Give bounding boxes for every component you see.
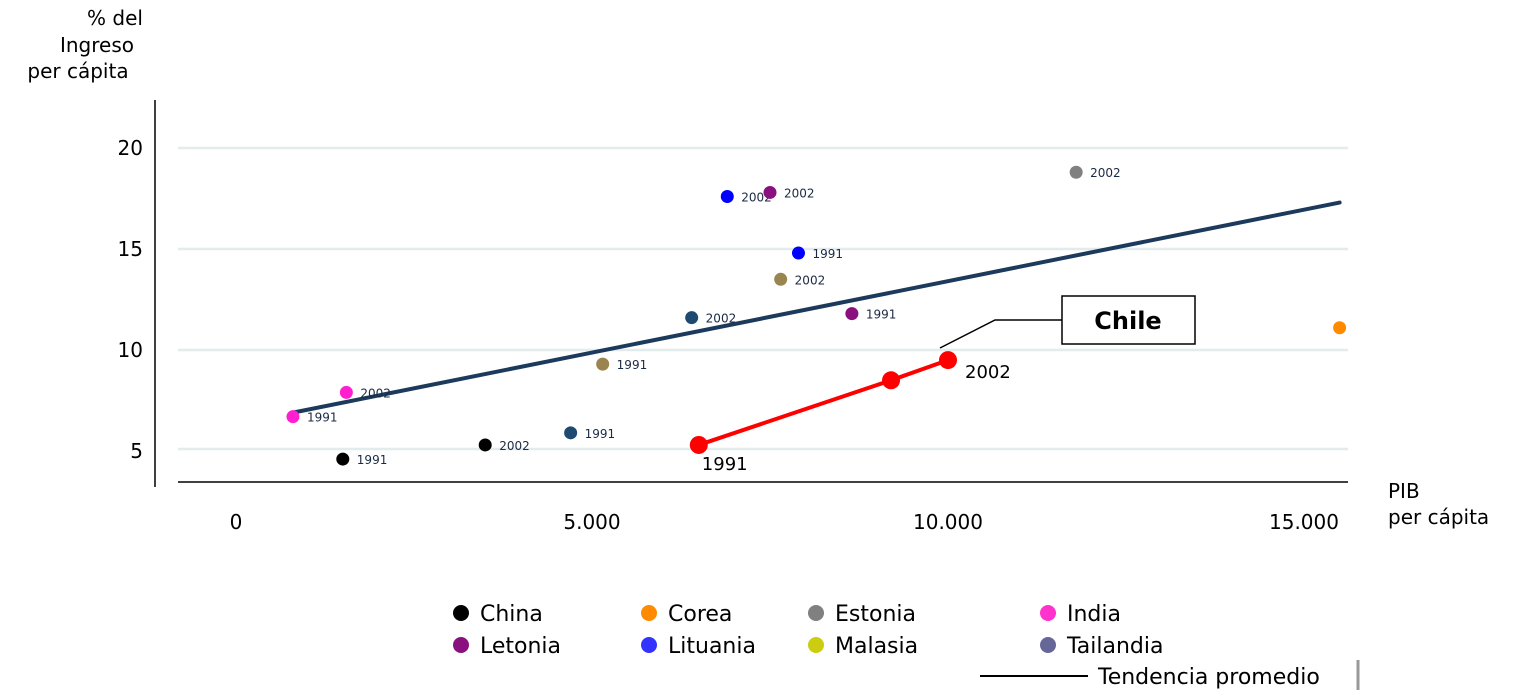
legend-label: India	[1067, 602, 1121, 627]
data-point-china	[336, 452, 350, 466]
data-point-label: 2002	[795, 273, 826, 287]
legend-label: Tailandia	[1066, 634, 1164, 659]
gridlines	[178, 146, 1348, 451]
chile-callout-box	[1061, 295, 1196, 345]
y-axis-title-line: % del	[87, 6, 143, 30]
legend-label: Corea	[668, 602, 732, 627]
data-point-tailandia	[685, 311, 699, 325]
data-point-label: 1991	[307, 411, 338, 425]
chile-label-1991: 1991	[702, 454, 748, 475]
legend-marker-letonia	[453, 637, 469, 653]
x-axis-title-line: per cápita	[1388, 505, 1489, 529]
data-point-letonia	[845, 307, 859, 321]
data-point-malasia	[774, 272, 788, 286]
chile-callout-line	[939, 319, 1062, 349]
y-tick-label: 15	[118, 237, 143, 261]
data-point-label: 2002	[1354, 322, 1385, 336]
data-point-letonia	[763, 185, 777, 199]
data-point-label: 2002	[706, 312, 737, 326]
chile-point	[939, 351, 957, 370]
data-point-corea	[1333, 321, 1347, 335]
y-axis-title-line: per cápita	[27, 59, 128, 83]
x-tick-label: 15.000	[1269, 510, 1339, 534]
legend-label: Lituania	[668, 634, 756, 659]
data-point-lituania	[720, 189, 734, 203]
data-point-china	[478, 438, 492, 452]
axes	[154, 100, 1348, 487]
data-point-lituania	[791, 246, 805, 260]
data-point-label: 2002	[499, 439, 530, 453]
chile-point	[689, 435, 708, 454]
legend-marker-tailandia	[1040, 637, 1056, 653]
data-point-label: 1991	[617, 358, 648, 372]
legend-marker-lituania	[641, 637, 657, 653]
y-tick-label: 20	[118, 136, 143, 160]
legend-label: Malasia	[835, 634, 918, 659]
y-tick-labels: 5 10 15 20	[118, 136, 143, 463]
y-axis-title-line: Ingreso	[60, 33, 134, 57]
data-point-label: 1991	[866, 308, 897, 322]
data-point-label: 2002	[1090, 166, 1121, 180]
data-point-malasia	[596, 357, 610, 371]
legend-marker-india	[1040, 605, 1056, 621]
data-point-india	[339, 385, 353, 399]
x-axis-title-line: PIB	[1388, 479, 1420, 503]
chile-series: 1991 2002 Chile	[689, 295, 1196, 475]
legend-label: Tendencia promedio	[1097, 665, 1320, 690]
x-tick-label: 5.000	[563, 510, 620, 534]
legend-marker-malasia	[808, 637, 824, 653]
x-tick-labels: 0 5.000 10.000 15.000	[230, 510, 1339, 534]
y-tick-label: 5	[130, 439, 143, 463]
chile-callout-text: Chile	[1094, 307, 1161, 335]
points-clipped: 1991 2002 1991 2002 1991 2002 1991 2002 1991 2002…	[286, 165, 1385, 467]
trend-line	[290, 200, 1342, 415]
data-point-label: 1991	[812, 247, 843, 261]
data-point-tailandia	[564, 426, 578, 440]
legend-label: Estonia	[835, 602, 916, 627]
legend-label: Letonia	[480, 634, 561, 659]
x-tick-label: 0	[230, 510, 243, 534]
chile-point	[882, 371, 901, 390]
data-point-estonia	[1069, 165, 1083, 179]
data-point-label: 2002	[360, 386, 391, 400]
chile-line	[698, 358, 949, 447]
chile-label-2002: 2002	[965, 362, 1011, 383]
legend-label: China	[480, 602, 543, 627]
legend-marker-estonia	[808, 605, 824, 621]
data-point-india	[286, 410, 300, 424]
legend: China Corea Estonia India Letonia Lituania Mal…	[453, 602, 1360, 690]
trend-line-path	[290, 200, 1342, 415]
legend-marker-china	[453, 605, 469, 621]
data-points: 1991 2002 1991 2002 1991 2002 1991 2002 1991 2002…	[286, 165, 1385, 467]
y-tick-label: 10	[118, 338, 143, 362]
data-point-label: 1991	[357, 453, 388, 467]
x-tick-label: 10.000	[913, 510, 983, 534]
data-point-label: 2002	[784, 186, 815, 200]
legend-marker-corea	[641, 605, 657, 621]
data-point-label: 1991	[585, 427, 616, 441]
